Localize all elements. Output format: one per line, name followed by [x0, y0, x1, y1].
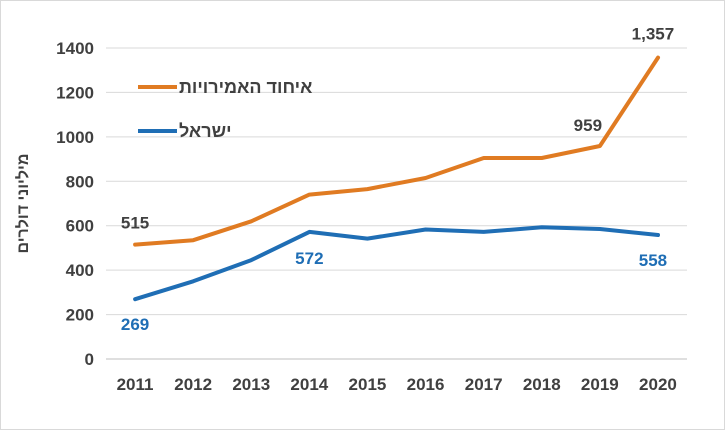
y-tick-label: 1400: [56, 39, 94, 58]
y-tick-label: 1000: [56, 128, 94, 147]
gridlines: [106, 47, 687, 360]
data-label: 1,357: [632, 25, 675, 44]
x-tick-label: 2020: [639, 375, 677, 394]
legend-entry: איחוד האמירויות: [179, 77, 312, 97]
y-tick-label: 400: [66, 261, 94, 280]
x-tick-label: 2016: [407, 375, 445, 394]
y-tick-label: 0: [85, 350, 94, 369]
y-axis-label: מיליוני דולרים: [14, 154, 32, 254]
y-tick-label: 200: [66, 306, 94, 325]
legend-entry: ישראל: [179, 121, 232, 141]
x-tick-label: 2015: [349, 375, 387, 394]
series-lines: [133, 55, 660, 302]
data-label: 572: [295, 249, 323, 268]
x-tick-label: 2018: [523, 375, 561, 394]
x-tick-label: 2011: [117, 375, 154, 394]
x-tick-label: 2017: [465, 375, 503, 394]
data-labels: 515 959 1,357 269 572 558: [121, 25, 674, 335]
data-label: 558: [639, 251, 667, 270]
series-line-1: [133, 225, 660, 302]
x-axis-ticks: 2011 2012 2013 2014 2015 2016 2017 2018 2019 2020: [117, 375, 677, 394]
data-label: 269: [121, 315, 149, 334]
y-axis-ticks: 0 200 400 600 800 1000 1200 1400: [56, 39, 94, 369]
x-tick-label: 2012: [174, 375, 212, 394]
y-tick-label: 1200: [56, 83, 94, 102]
data-label: 515: [121, 214, 149, 233]
x-tick-label: 2014: [290, 375, 328, 394]
x-tick-label: 2019: [581, 375, 619, 394]
series-line-0: [133, 55, 660, 247]
data-label: 959: [574, 116, 602, 135]
legend: איחוד האמירויות ישראל: [138, 77, 312, 141]
y-tick-label: 600: [66, 217, 94, 236]
x-tick-label: 2013: [232, 375, 270, 394]
y-tick-label: 800: [66, 172, 94, 191]
